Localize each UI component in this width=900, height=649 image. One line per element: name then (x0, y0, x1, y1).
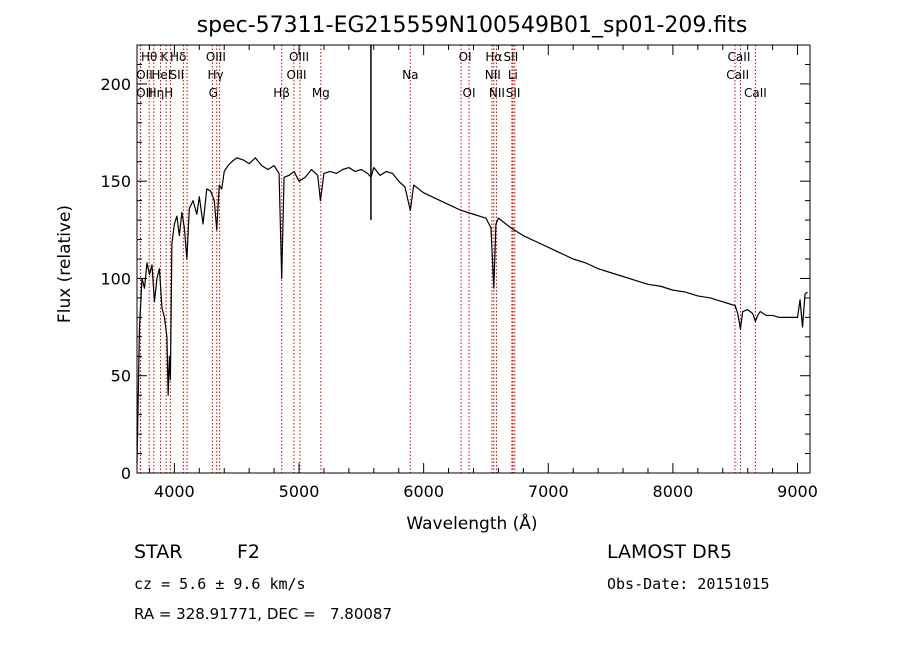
x-tick-label-9000: 9000 (777, 482, 818, 501)
line-marker-label-1: OII (136, 68, 153, 82)
x-axis: 4000 5000 6000 7000 8000 9000 (148, 45, 818, 501)
x-tick-label-6000: 6000 (403, 482, 444, 501)
line-marker-label-24: SII (506, 86, 521, 100)
line-marker-label-5: HeI (151, 68, 171, 82)
line-marker-label-23: Li (508, 68, 518, 82)
spectrum-line-group (136, 45, 808, 464)
line-marker-label-7: Hδ (170, 50, 186, 64)
y-tick-label-150: 150 (100, 172, 131, 191)
observation-date: Obs-Date: 20151015 (607, 575, 770, 593)
line-marker-label-4: K (160, 50, 169, 64)
y-axis-label: Flux (relative) (55, 205, 75, 323)
y-tick-label-200: 200 (100, 75, 131, 94)
y-tick-label-100: 100 (100, 269, 131, 288)
line-marker-label-12: Hβ (273, 86, 290, 100)
line-marker-label-6: H (164, 86, 173, 100)
line-marker-label-19: Hα (485, 50, 502, 64)
line-marker-label-18: OI (463, 86, 476, 100)
line-marker-label-27: CaII (744, 86, 767, 100)
line-marker-label-15: Mg (312, 86, 330, 100)
chart-title: spec-57311-EG215559N100549B01_sp01-209.f… (197, 13, 748, 38)
line-marker-label-17: OI (459, 50, 472, 64)
line-marker-label-9: OIII (206, 50, 226, 64)
line-marker-label-10: Hγ (207, 68, 223, 82)
x-tick-label-8000: 8000 (653, 482, 694, 501)
line-marker-label-16: Na (402, 68, 418, 82)
line-marker-label-25: CaII (728, 50, 751, 64)
line-marker-label-3: Hη (148, 86, 165, 100)
plot-frame (136, 44, 811, 474)
line-marker-label-14: OIII (286, 68, 306, 82)
line-marker-label-21: NII (489, 86, 505, 100)
x-tick-label-7000: 7000 (528, 482, 569, 501)
line-marker-label-2: OII (136, 86, 153, 100)
survey-name: LAMOST DR5 (607, 541, 732, 563)
y-axis: 0 50 100 150 200 (100, 44, 810, 483)
line-marker-label-26: CaII (726, 68, 749, 82)
line-marker-label-8: SII (170, 68, 185, 82)
x-axis-label: Wavelength (Å) (406, 512, 537, 534)
redshift-velocity: cz = 5.6 ± 9.6 km/s (134, 575, 306, 593)
line-marker-label-20: NII (485, 68, 501, 82)
coordinates: RA = 328.91771, DEC = 7.80087 (134, 605, 393, 623)
line-marker-label-0: Hθ (141, 50, 157, 64)
line-marker-label-13: OIII (289, 50, 309, 64)
y-tick-label-0: 0 (121, 464, 131, 483)
spectrum-line-0 (136, 157, 808, 464)
x-tick-label-4000: 4000 (154, 482, 195, 501)
y-tick-label-50: 50 (111, 367, 131, 386)
object-type: STAR (134, 541, 183, 563)
line-markers (139, 45, 756, 473)
subclass: F2 (237, 541, 261, 563)
line-marker-label-22: SII (504, 50, 519, 64)
line-marker-label-11: G (209, 86, 218, 100)
x-tick-label-5000: 5000 (279, 482, 320, 501)
